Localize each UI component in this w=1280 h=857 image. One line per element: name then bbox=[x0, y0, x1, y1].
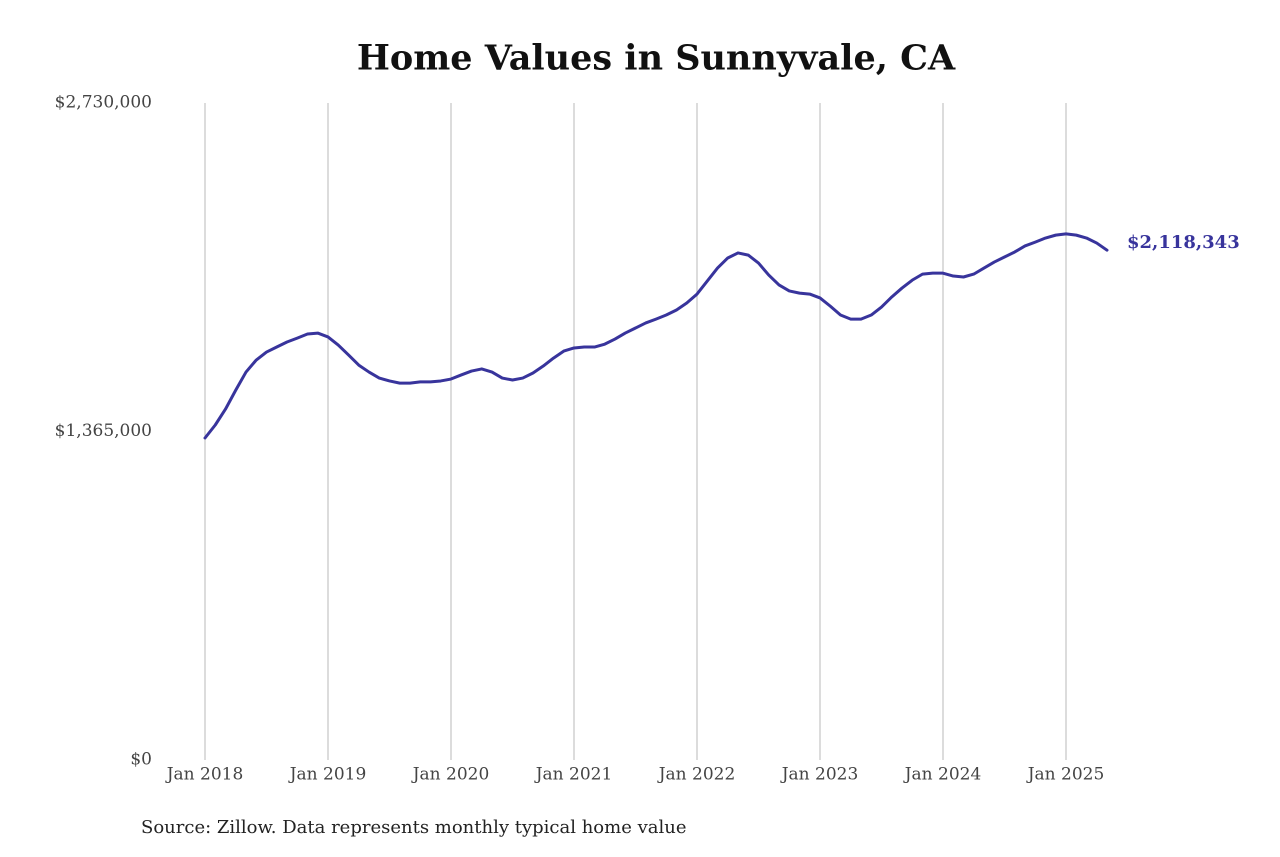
line-series bbox=[203, 232, 1109, 440]
value-label: $2,118,343 bbox=[1127, 232, 1240, 253]
x-tick-label: Jan 2022 bbox=[657, 765, 736, 785]
x-tick-label: Jan 2025 bbox=[1026, 765, 1105, 785]
x-tick-label: Jan 2023 bbox=[780, 765, 859, 785]
x-tick-label: Jan 2021 bbox=[534, 765, 613, 785]
y-tick-label: $2,730,000 bbox=[55, 93, 152, 113]
x-tick-label: Jan 2020 bbox=[411, 765, 490, 785]
x-tick-label: Jan 2024 bbox=[903, 765, 982, 785]
x-tick-label: Jan 2019 bbox=[288, 765, 367, 785]
y-tick-label: $0 bbox=[130, 750, 152, 770]
y-tick-label: $1,365,000 bbox=[55, 421, 152, 441]
chart-title: Home Values in Sunnyvale, CA bbox=[357, 38, 956, 79]
source-note: Source: Zillow. Data represents monthly … bbox=[141, 817, 687, 838]
x-tick-label: Jan 2018 bbox=[165, 765, 244, 785]
